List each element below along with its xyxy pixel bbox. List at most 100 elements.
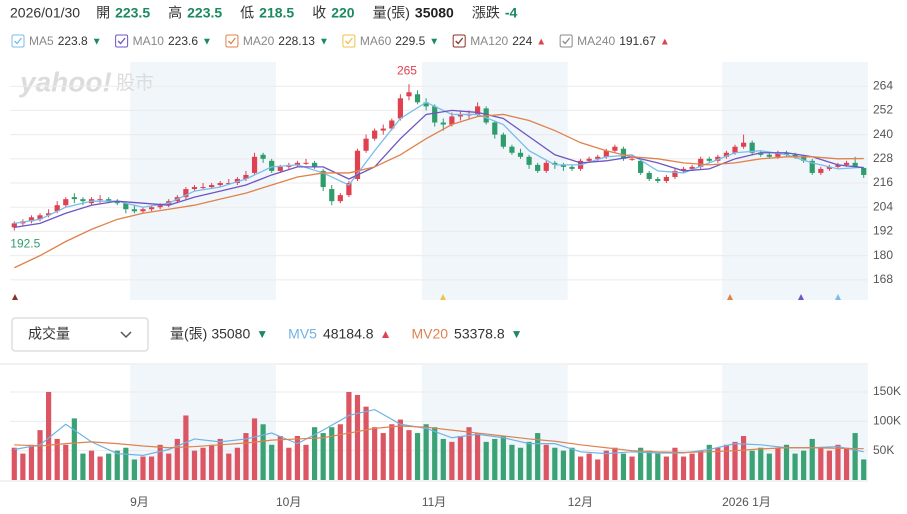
- volume-bar: [500, 435, 506, 480]
- candle-body: [226, 183, 232, 185]
- volume-bar: [226, 453, 232, 480]
- candle-body: [680, 168, 687, 171]
- header-value: 223.5: [115, 5, 150, 21]
- header-label: 高: [168, 5, 182, 21]
- volume-bar: [801, 450, 807, 480]
- volume-bar: [672, 447, 678, 480]
- volume-bar: [157, 444, 163, 480]
- candle-body: [758, 152, 764, 155]
- volume-bar: [200, 447, 206, 480]
- volume-bar: [251, 418, 258, 480]
- volume-bar: [809, 438, 815, 480]
- candle-body: [251, 156, 258, 173]
- mv-name: MV5: [288, 326, 317, 342]
- indicator-dropdown[interactable]: 成交量: [11, 317, 149, 352]
- volume-bar: [629, 456, 635, 480]
- candle-body: [792, 154, 798, 157]
- volume-bar: [80, 453, 86, 480]
- volume-bar: [234, 447, 240, 480]
- volume-bar: [552, 447, 558, 480]
- volume-bar: [28, 444, 35, 480]
- ma-line: [14, 113, 864, 269]
- dropdown-chevron[interactable]: [120, 331, 132, 339]
- candle-body: [217, 183, 223, 186]
- candle-body: [843, 162, 850, 165]
- dropdown-label[interactable]: 成交量: [28, 326, 70, 342]
- volume-bar: [260, 424, 266, 480]
- volume-arrow: ▼: [256, 327, 268, 341]
- volume-bar: [492, 438, 498, 480]
- volume-bar: [569, 447, 575, 480]
- legend-arrow: ▲: [536, 37, 546, 48]
- candle-body: [372, 130, 378, 139]
- candle-body: [723, 152, 730, 157]
- candle-body: [775, 152, 781, 157]
- volume-bar: [286, 447, 292, 480]
- candle-body: [380, 128, 386, 131]
- candle-body: [783, 152, 790, 155]
- candle-body: [337, 195, 343, 202]
- candle-body: [818, 168, 824, 173]
- candle-body: [397, 98, 403, 119]
- watermark-logo: yahoo!: [18, 66, 112, 97]
- month-band: [722, 62, 868, 300]
- candle-body: [71, 197, 77, 200]
- candle-body: [123, 203, 129, 210]
- candle-body: [492, 122, 498, 135]
- candle-body: [638, 160, 644, 173]
- volume-bar: [346, 391, 352, 480]
- candle-body: [526, 156, 532, 165]
- legend-check: [117, 37, 126, 45]
- dropdown-box[interactable]: [11, 317, 149, 352]
- y-tick-label: 240: [873, 127, 893, 141]
- candle-body: [612, 146, 618, 151]
- legend-name: MA5: [29, 34, 54, 48]
- legend-value: 228.13: [278, 34, 315, 48]
- volume-bar: [783, 444, 790, 480]
- volume-bar: [71, 418, 77, 480]
- candle-body: [543, 162, 549, 171]
- legend-arrow: ▼: [319, 37, 329, 48]
- volume-bar: [20, 453, 26, 480]
- y-tick-label: 100K: [873, 413, 901, 427]
- legend-checkbox: [11, 34, 25, 48]
- volume-bar: [148, 456, 155, 480]
- volume-bar: [440, 438, 446, 480]
- volume-value: 35080: [211, 326, 250, 342]
- volume-bar: [535, 433, 541, 480]
- volume-bar: [620, 453, 627, 480]
- volume-bar: [329, 427, 335, 480]
- volume-bar: [243, 433, 249, 480]
- mv-line: [14, 425, 864, 454]
- volume-bar: [517, 447, 524, 480]
- volume-bar: [63, 444, 69, 480]
- header-value: 35080: [415, 5, 454, 21]
- y-tick-label: 228: [873, 151, 893, 165]
- candle-body: [732, 146, 738, 153]
- legend-arrow: ▼: [202, 37, 212, 48]
- legend-name: MA60: [360, 34, 392, 48]
- candle-body: [157, 205, 163, 208]
- legend-value: 223.8: [58, 34, 88, 48]
- legend-check: [455, 37, 464, 45]
- signal-marker: [835, 294, 841, 300]
- candle-body: [140, 209, 146, 212]
- volume-bar: [706, 444, 712, 480]
- y-tick-label: 192: [873, 224, 893, 238]
- header-value: 218.5: [259, 5, 294, 21]
- volume-bar: [114, 450, 120, 480]
- volume-bar: [37, 430, 43, 480]
- x-tick-label: 10月: [276, 495, 301, 509]
- candle-body: [689, 166, 695, 169]
- volume-bar: [97, 456, 103, 480]
- volume-bar: [372, 427, 378, 480]
- candle-body: [475, 106, 481, 115]
- y-tick-label: 150K: [873, 384, 901, 398]
- volume-bar: [217, 438, 223, 480]
- y-tick-label: 180: [873, 248, 893, 262]
- y-tick-label: 264: [873, 78, 893, 92]
- annotation: 265: [397, 63, 417, 77]
- volume-bar: [612, 447, 618, 480]
- volume-bar: [303, 444, 309, 480]
- header-value: -4: [505, 5, 518, 21]
